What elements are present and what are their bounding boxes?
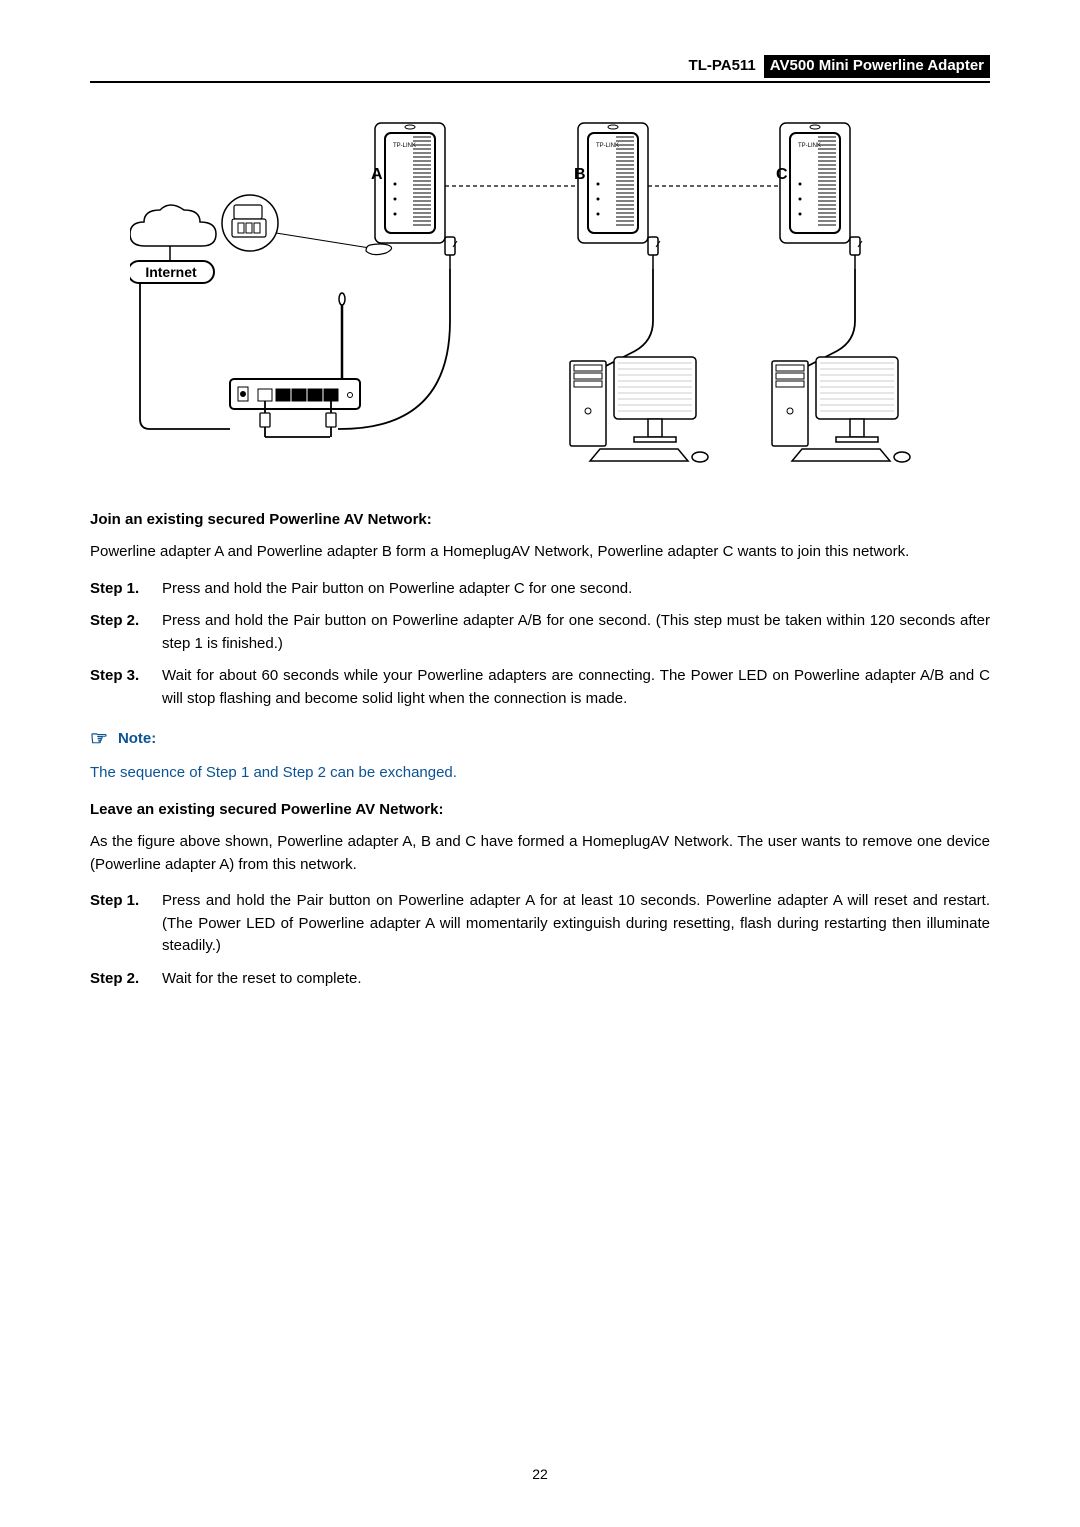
network-diagram: TP-LINK [130,111,950,491]
page-number: 22 [0,1464,1080,1485]
step-label: Step 2. [90,968,162,991]
svg-text:B: B [574,166,586,183]
step-label: Step 1. [90,890,162,913]
step-label: Step 3. [90,665,162,688]
svg-text:A: A [371,166,383,183]
doc-header: TL-PA511 AV500 Mini Powerline Adapter [90,55,990,83]
pc-c [772,357,910,462]
svg-text:C: C [776,166,788,183]
model-number: TL-PA511 [685,55,760,78]
step-text: Press and hold the Pair button on Powerl… [162,610,990,655]
internet-cloud: Internet [130,205,230,429]
step-label: Step 2. [90,610,162,633]
step-text: Wait for the reset to complete. [162,968,990,991]
step-item: Step 2. Wait for the reset to complete. [90,968,990,991]
join-heading: Join an existing secured Powerline AV Ne… [90,509,990,532]
note-text: The sequence of Step 1 and Step 2 can be… [90,762,990,785]
leave-intro: As the figure above shown, Powerline ada… [90,831,990,876]
step-label: Step 1. [90,578,162,601]
join-step-list: Step 1. Press and hold the Pair button o… [90,578,990,711]
leave-step-list: Step 1. Press and hold the Pair button o… [90,890,990,990]
adapter-b: B [574,123,660,269]
step-text: Wait for about 60 seconds while your Pow… [162,665,990,710]
router [230,293,360,437]
adapter-c: C [776,123,862,269]
note-label: Note: [118,728,156,751]
step-text: Press and hold the Pair button on Powerl… [162,890,990,958]
detail-bubble [222,195,392,255]
note-header: ☞ Note: [90,724,990,754]
hand-icon: ☞ [90,724,108,754]
product-name: AV500 Mini Powerline Adapter [764,55,990,78]
cable-c-pc [802,269,855,369]
step-item: Step 1. Press and hold the Pair button o… [90,578,990,601]
pc-b [570,357,708,462]
step-item: Step 1. Press and hold the Pair button o… [90,890,990,958]
step-item: Step 3. Wait for about 60 seconds while … [90,665,990,710]
step-item: Step 2. Press and hold the Pair button o… [90,610,990,655]
join-intro: Powerline adapter A and Powerline adapte… [90,541,990,564]
step-text: Press and hold the Pair button on Powerl… [162,578,990,601]
leave-heading: Leave an existing secured Powerline AV N… [90,799,990,822]
cable-b-pc [600,269,653,369]
svg-text:Internet: Internet [145,264,197,280]
